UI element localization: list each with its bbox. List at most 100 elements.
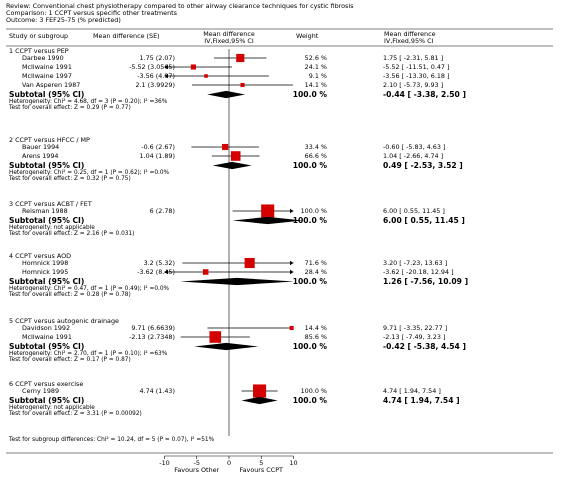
subgroup-title: 2 CCPT versus HFCC / MP	[9, 136, 90, 144]
col-header-md-se: Mean difference (SE)	[93, 32, 160, 40]
study-box	[244, 257, 255, 269]
subtotal-label: Subtotal (95% CI)	[9, 161, 84, 170]
study-name: Homnick 1998	[22, 259, 68, 267]
subtotal-diamond	[180, 277, 295, 286]
subgroup-title: 1 CCPT versus PEP	[9, 47, 69, 55]
study-weight: 100.0 %	[301, 387, 327, 395]
study-ci: 2.10 [ -5.73, 9.93 ]	[383, 81, 443, 89]
study-ci: 4.74 [ 1.94, 7.54 ]	[383, 387, 441, 395]
study-box	[209, 331, 222, 343]
study-weight: 52.6 %	[305, 54, 327, 62]
subtotal-label: Subtotal (95% CI)	[9, 90, 84, 99]
study-name: Homnick 1995	[22, 268, 68, 276]
overall-effect-text: Test for overall effect: Z = 2.16 (P = 0…	[8, 231, 134, 237]
study-name: Darbee 1990	[22, 54, 64, 62]
x-tick-label: -5	[194, 459, 200, 467]
study-weight: 33.4 %	[305, 143, 327, 151]
study-box	[289, 325, 294, 331]
study-box	[236, 53, 245, 63]
subtotal-label: Subtotal (95% CI)	[9, 277, 84, 286]
outcome-title: Outcome: 3 FEF25-75 (% predicted)	[6, 16, 121, 24]
x-tick-label: 10	[289, 459, 297, 467]
heterogeneity-text: Heterogeneity: not applicable	[9, 225, 95, 231]
subtotal-diamond	[207, 90, 246, 99]
subtotal-weight: 100.0 %	[293, 277, 328, 286]
study-weight: 71.6 %	[305, 259, 327, 267]
study-box	[253, 384, 267, 398]
study-md-se: -3.62 (8.45)	[137, 268, 175, 276]
study-md-se: 3.2 (5.32)	[144, 259, 175, 267]
study-weight: 24.1 %	[305, 63, 327, 71]
subtotal-diamond	[194, 342, 259, 351]
overall-effect-text: Test for overall effect: Z = 3.31 (P = 0…	[8, 411, 142, 417]
subtotal-ci: 4.74 [ 1.94, 7.54 ]	[383, 396, 460, 405]
study-box	[202, 269, 209, 275]
study-ci: -0.60 [ -5.83, 4.63 ]	[383, 143, 445, 151]
study-ci: 6.00 [ 0.55, 11.45 ]	[383, 207, 445, 215]
subtotal-label: Subtotal (95% CI)	[9, 342, 84, 351]
study-md-se: 6 (2.78)	[150, 207, 175, 215]
subtotal-weight: 100.0 %	[293, 90, 328, 99]
study-name: McIlwaine 1991	[22, 333, 72, 341]
study-ci: -3.56 [ -13.30, 6.18 ]	[383, 72, 450, 80]
study-ci: 1.04 [ -2.66, 4.74 ]	[383, 152, 443, 160]
study-weight: 100.0 %	[301, 207, 327, 215]
heterogeneity-text: Heterogeneity: Chi² = 4.68, df = 3 (P = …	[9, 98, 168, 105]
study-ci: 3.20 [ -7.23, 13.63 ]	[383, 259, 447, 267]
study-ci: -5.52 [ -11.51, 0.47 ]	[383, 63, 450, 71]
ci-arrow	[164, 73, 168, 79]
heterogeneity-text: Heterogeneity: Chi² = 2.70, df = 1 (P = …	[9, 350, 168, 357]
x-axis: -10 -5 0 5 10 Favours Other Favours CCPT	[159, 455, 298, 474]
study-name: Reisman 1988	[22, 207, 68, 215]
study-name: Cerny 1989	[22, 387, 59, 395]
subtotal-weight: 100.0 %	[293, 161, 328, 170]
ci-arrow	[290, 208, 294, 214]
heterogeneity-text: Heterogeneity: Chi² = 0.25, df = 1 (P = …	[9, 169, 170, 176]
study-ci: 9.71 [ -3.35, 22.77 ]	[383, 324, 447, 332]
x-tick-label: -10	[159, 459, 169, 467]
subgroup-differences-text: Test for subgroup differences: Chi² = 10…	[8, 436, 215, 443]
subgroup-title: 5 CCPT versus autogenic drainage	[9, 317, 119, 325]
study-name: McIlwaine 1991	[22, 63, 72, 71]
heterogeneity-text: Heterogeneity: not applicable	[9, 405, 95, 411]
subgroup-title: 3 CCPT versus ACBT / FET	[9, 200, 92, 208]
study-weight: 28.4 %	[305, 268, 327, 276]
ci-arrow	[290, 260, 294, 266]
study-ci: -3.62 [ -20.18, 12.94 ]	[383, 268, 454, 276]
subtotal-diamond	[232, 216, 303, 225]
favours-left-label: Favours Other	[174, 466, 219, 474]
study-md-se: -2.13 (2.7348)	[129, 333, 175, 341]
x-tick-label: 0	[227, 459, 231, 467]
study-name: McIlwaine 1997	[22, 72, 72, 80]
heterogeneity-text: Heterogeneity: Chi² = 0.47, df = 1 (P = …	[9, 285, 170, 292]
ci-arrow	[164, 269, 168, 275]
subtotal-weight: 100.0 %	[293, 216, 328, 225]
study-md-se: -0.6 (2.67)	[141, 143, 175, 151]
col-header-weight: Weight	[296, 32, 319, 40]
subtotal-ci: 0.49 [ -2.53, 3.52 ]	[383, 161, 463, 170]
study-md-se: 1.04 (1.89)	[140, 152, 175, 160]
subtotal-diamond	[241, 396, 278, 405]
col-header-md-ci-2: IV,Fixed,95% CI	[384, 37, 434, 45]
study-box	[204, 74, 208, 78]
study-md-se: 9.71 (6.6639)	[131, 324, 175, 332]
study-md-se: -5.52 (3.0565)	[129, 63, 175, 71]
overall-effect-text: Test for overall effect: Z = 0.29 (P = 0…	[8, 105, 131, 111]
study-name: Arens 1994	[22, 152, 58, 160]
col-header-md-ci-1: Mean difference	[384, 30, 436, 38]
study-name: Van Asperen 1987	[22, 81, 80, 89]
study-box	[222, 143, 229, 151]
study-ci: -2.13 [ -7.49, 3.23 ]	[383, 333, 445, 341]
subtotal-weight: 100.0 %	[293, 396, 328, 405]
comparison-title: Comparison: 1 CCPT versus specific other…	[6, 9, 178, 17]
ci-arrow	[290, 269, 294, 275]
col-header-study: Study or subgroup	[9, 32, 68, 40]
subtotal-label: Subtotal (95% CI)	[9, 216, 84, 225]
x-tick-label: 5	[259, 459, 263, 467]
overall-effect-text: Test for overall effect: Z = 0.32 (P = 0…	[8, 176, 131, 182]
subtotal-diamond	[212, 161, 252, 170]
subtotal-label: Subtotal (95% CI)	[9, 396, 84, 405]
study-box	[190, 64, 196, 70]
